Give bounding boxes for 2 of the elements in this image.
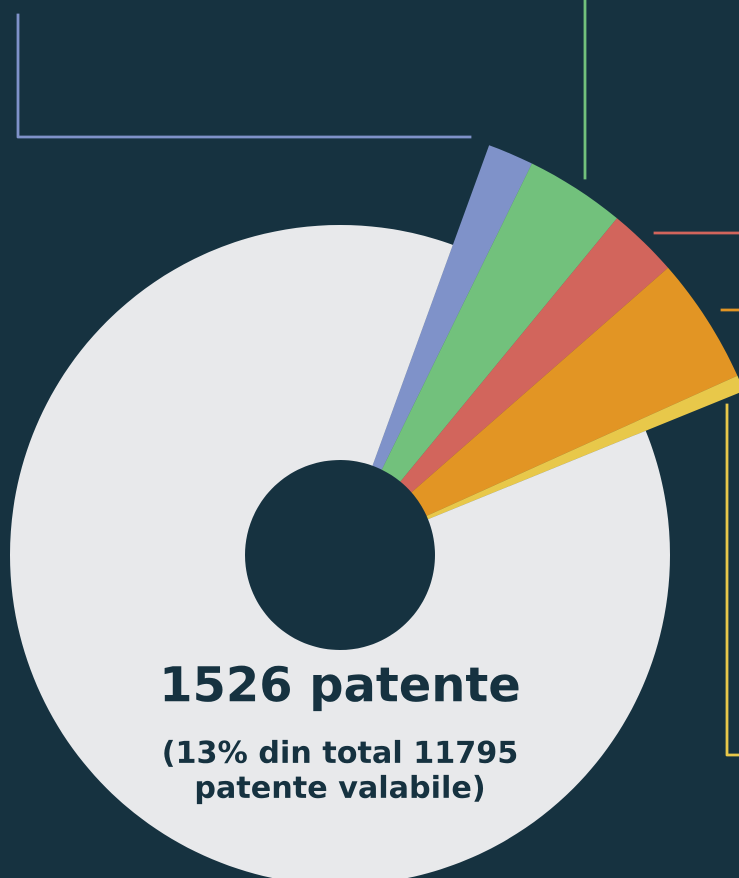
- text: 1526 patente: [164, 666, 518, 712]
- text: (13% din total 11795 patente valabile): [164, 740, 516, 804]
